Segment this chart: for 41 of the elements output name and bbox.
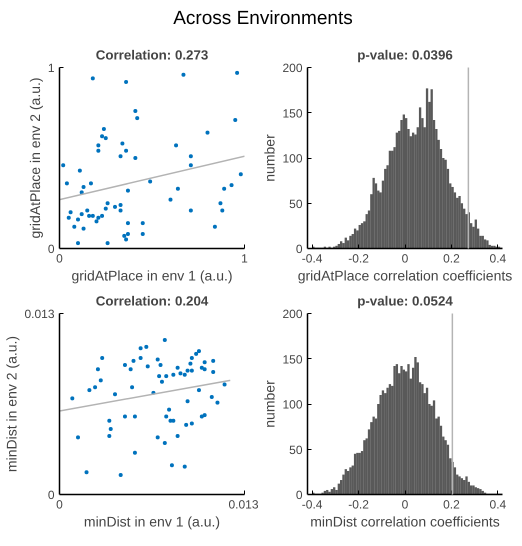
x-tick-label: -0.2 — [348, 252, 370, 266]
x-tick-label: -0.4 — [302, 498, 323, 512]
y-tick-label: 50 — [289, 196, 303, 211]
x-tick-label: -0.4 — [302, 252, 323, 266]
x-axis-title: minDist correlation coefficients — [310, 514, 500, 530]
y-tick-label: 0 — [48, 242, 55, 256]
text: Across Environments — [172, 7, 354, 31]
chart-title: Correlation: 0.204 — [96, 294, 209, 308]
x-tick-label: 0 — [402, 498, 409, 512]
y-tick-label: 150 — [282, 352, 303, 366]
y-axis-title: number — [261, 134, 278, 182]
chart-title: p-value: 0.0396 — [357, 48, 453, 62]
x-tick-label: -0.2 — [348, 498, 370, 512]
chart-title: p-value: 0.0524 — [357, 294, 454, 308]
y-axis-title: gridAtPlace in env 2 (a.u.) — [26, 77, 43, 239]
y-tick-label: 100 — [282, 152, 303, 166]
y-tick-label: 0 — [296, 242, 303, 256]
x-axis-title: minDist in env 1 (a.u.) — [84, 514, 220, 530]
x-tick-label: 0 — [56, 498, 64, 512]
x-tick-label: 0.013 — [228, 498, 259, 512]
y-tick-label: 150 — [282, 106, 303, 120]
x-tick-label: 0.2 — [443, 252, 460, 266]
x-tick-label: 0 — [402, 252, 409, 266]
x-tick-label: 0.4 — [490, 498, 507, 512]
y-tick-label: 0.013 — [24, 307, 55, 321]
y-tick-label: 200 — [282, 61, 303, 75]
y-tick-label: 0 — [296, 488, 303, 502]
y-tick-label: 0 — [48, 488, 55, 502]
chart-title: Correlation: 0.273 — [96, 48, 208, 62]
x-tick-label: 0 — [56, 252, 64, 266]
y-tick-label: 50 — [289, 442, 303, 457]
y-tick-label: 100 — [282, 398, 303, 412]
x-tick-label: 0.4 — [490, 252, 507, 266]
y-tick-label: 200 — [282, 307, 303, 321]
y-axis-title: minDist in env 2 (a.u.) — [3, 336, 20, 472]
x-tick-label: 0.2 — [443, 498, 460, 512]
x-axis-title: gridAtPlace in env 1 (a.u.) — [71, 268, 233, 284]
x-tick-label: 1 — [241, 252, 248, 266]
y-tick-label: 1 — [48, 61, 55, 75]
x-axis-title: gridAtPlace correlation coefficients — [298, 268, 512, 284]
y-axis-title: number — [261, 380, 278, 428]
